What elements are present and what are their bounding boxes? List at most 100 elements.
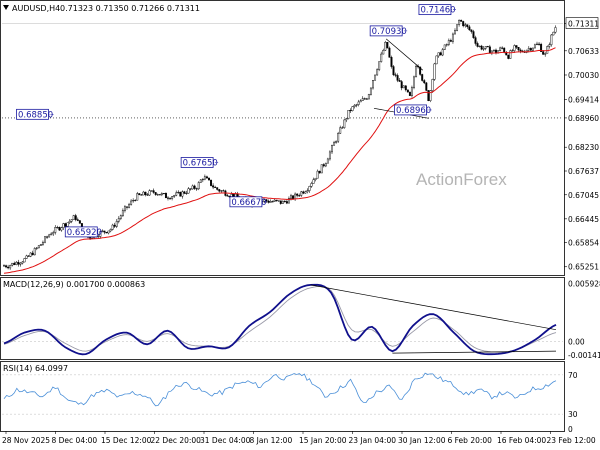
candle-body <box>52 232 55 235</box>
candle-body <box>511 50 514 52</box>
candle-body <box>214 186 217 188</box>
rsi-tick-label: 30 <box>568 410 578 419</box>
candle-body <box>546 46 549 54</box>
candle-body <box>341 127 344 129</box>
rsi-line <box>3 372 557 407</box>
candle-body <box>25 255 28 259</box>
candle-body <box>431 79 434 91</box>
annotation-label: 0.71460 <box>420 6 455 16</box>
price-annotation: 0.67650 <box>180 157 220 168</box>
candle-body <box>507 54 510 59</box>
candle-body <box>384 41 387 51</box>
candle-body <box>216 187 219 190</box>
candle-body <box>19 262 22 265</box>
time-tick-label: 30 Jan 12:00 <box>398 436 446 445</box>
price-annotation: 0.71460 <box>418 4 457 16</box>
macd-tick-label: 0.005928 <box>568 280 600 289</box>
candle-body <box>265 199 268 202</box>
annotation-box <box>394 104 427 116</box>
candle-body <box>46 236 49 238</box>
macd-axis: 0.005928 0.00 -0.001412 <box>568 280 600 361</box>
candle-body <box>396 75 399 81</box>
annotation-label: 0.65920 <box>67 228 102 238</box>
candle-body <box>62 223 65 228</box>
candle-body <box>519 49 522 52</box>
candle-body <box>365 98 368 100</box>
candle-body <box>39 244 42 246</box>
candle-body <box>7 266 10 269</box>
candle-body <box>154 192 157 195</box>
candle-body <box>408 91 411 96</box>
macd-label: MACD(12,26,9) 0.001700 0.000863 <box>3 280 145 289</box>
price-trendline <box>385 38 423 71</box>
candle-body <box>199 179 202 183</box>
candle-body <box>66 222 69 227</box>
candle-body <box>107 230 110 234</box>
time-tick-label: 15 Dec 12:00 <box>101 436 152 445</box>
candle-body <box>392 66 395 75</box>
candle-body <box>359 100 362 103</box>
candle-body <box>148 190 151 196</box>
current-price-box <box>565 17 599 29</box>
candle-body <box>187 188 190 194</box>
candle-body <box>316 170 319 179</box>
candle-body <box>164 193 167 199</box>
ema-line <box>3 47 556 274</box>
candle-body <box>531 47 534 51</box>
candle-body <box>439 52 442 56</box>
candle-body <box>279 200 282 204</box>
price-tick-label: 0.66445 <box>568 215 599 224</box>
candle-body <box>443 44 446 50</box>
candle-body <box>322 164 325 167</box>
candle-body <box>398 80 401 82</box>
time-tick-label: 28 Nov 2025 <box>2 436 50 445</box>
candle-body <box>294 193 297 200</box>
candle-body <box>222 190 225 192</box>
candle-body <box>544 53 547 55</box>
macd-tick-label: -0.001412 <box>568 351 600 360</box>
candle-body <box>363 98 366 100</box>
candle-body <box>376 69 379 76</box>
annotation-box <box>180 157 214 168</box>
candle-body <box>445 44 448 46</box>
rsi-tick-label: 70 <box>568 371 578 380</box>
candle-body <box>441 49 444 56</box>
candle-body <box>5 265 8 268</box>
annotation-label: 0.68960 <box>396 106 431 116</box>
candle-body <box>320 164 323 174</box>
annotation-label: 0.67650 <box>183 158 218 168</box>
candle-body <box>78 220 81 224</box>
candle-body <box>50 233 53 236</box>
candle-body <box>89 237 92 239</box>
candle-body <box>156 194 159 196</box>
price-axis: 0.71311 0.70633 0.70030 0.69414 0.68960 0.682… <box>564 17 599 272</box>
candle-body <box>111 224 114 230</box>
candle-body <box>472 31 475 38</box>
annotation-box <box>369 25 403 37</box>
candle-body <box>169 198 172 200</box>
candle-body <box>513 45 516 51</box>
candle-body <box>226 195 229 197</box>
candle-body <box>419 66 422 75</box>
price-tick-label: 0.68960 <box>568 114 599 123</box>
candle-body <box>33 248 36 256</box>
price-tick-label: 0.65854 <box>568 239 599 248</box>
candle-body <box>470 29 473 32</box>
candle-body <box>76 219 79 221</box>
candle-body <box>298 195 301 197</box>
candle-body <box>142 191 145 196</box>
candle-body <box>171 196 174 199</box>
candle-body <box>179 191 182 197</box>
candle-body <box>328 151 331 160</box>
candle-body <box>415 65 418 78</box>
candle-body <box>300 191 303 196</box>
candle-body <box>369 87 372 95</box>
candle-body <box>267 200 270 203</box>
candle-body <box>277 200 280 202</box>
candle-body <box>269 201 272 203</box>
rsi-tick-label: 0 <box>568 425 573 434</box>
candle-body <box>130 200 133 205</box>
candle-body <box>210 179 213 186</box>
candle-body <box>374 74 377 81</box>
